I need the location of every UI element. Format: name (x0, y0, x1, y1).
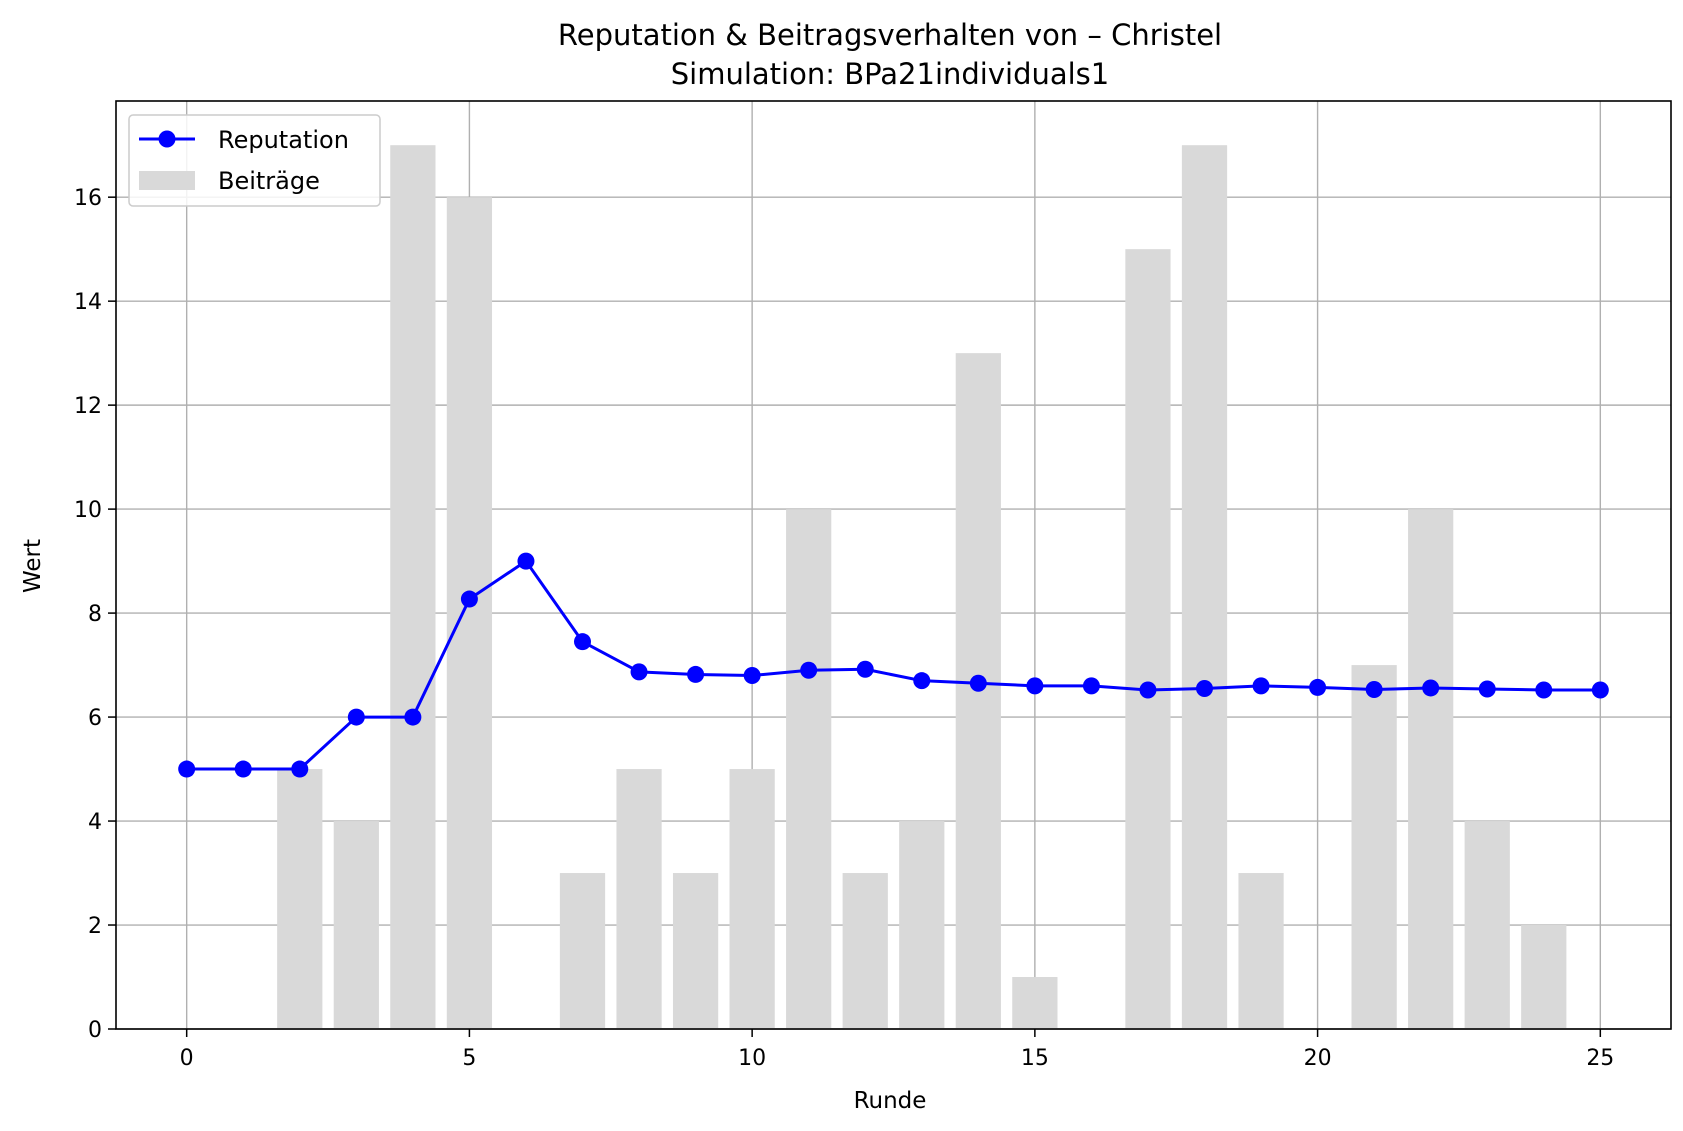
y-tick-label: 16 (74, 186, 102, 211)
reputation-point (1139, 681, 1157, 699)
reputation-point (460, 590, 478, 608)
reputation-point (1535, 681, 1553, 699)
bar-beitraege (446, 197, 493, 1030)
reputation-point (1309, 678, 1327, 696)
bar-beitraege (559, 873, 606, 1029)
bar-beitraege (786, 509, 832, 1029)
reputation-point (1082, 677, 1100, 695)
y-tick-label: 2 (88, 914, 102, 939)
reputation-point (1196, 679, 1213, 697)
reputation-point (630, 663, 648, 681)
legend-bar-swatch (139, 171, 195, 190)
reputation-point (743, 666, 761, 684)
reputation-point (234, 760, 252, 778)
reputation-point (517, 552, 535, 570)
y-tick-label: 14 (74, 290, 102, 315)
y-axis-label: Wert (20, 539, 46, 593)
chart-title: Reputation & Beitragsverhalten von – Chr… (558, 18, 1222, 52)
legend: Reputation Beiträge (128, 114, 381, 207)
bar-beitraege (1351, 665, 1397, 1029)
reputation-point (574, 633, 591, 651)
axis-ticks: 0 5 10 15 20 25 0 2 4 6 8 10 12 14 16 (74, 186, 1614, 1071)
bar-beitraege (390, 145, 436, 1029)
legend-label-reputation: Reputation (218, 126, 349, 154)
bar-beitraege (616, 769, 662, 1029)
x-tick-label: 15 (1021, 1046, 1049, 1071)
reputation-point (1365, 681, 1383, 699)
reputation-point (1026, 677, 1044, 695)
reputation-point (856, 660, 874, 678)
y-tick-label: 0 (88, 1018, 102, 1043)
reputation-point (800, 661, 818, 679)
chart-subtitle: Simulation: BPa21individuals1 (671, 57, 1110, 91)
plot-frame (115, 100, 1672, 1030)
bar-beitraege (842, 873, 888, 1029)
bar-series (277, 145, 1567, 1030)
x-tick-label: 10 (738, 1046, 766, 1071)
bar-beitraege (277, 769, 323, 1029)
bar-beitraege (899, 821, 945, 1029)
y-tick-label: 8 (88, 602, 102, 627)
x-tick-label: 20 (1304, 1046, 1332, 1071)
bar-beitraege (1012, 977, 1058, 1029)
x-tick-label: 0 (180, 1046, 194, 1071)
legend-label-beitraege: Beiträge (218, 167, 320, 195)
bar-beitraege (1521, 925, 1567, 1029)
bar-beitraege (1125, 249, 1171, 1029)
bar-beitraege (333, 821, 379, 1029)
y-tick-label: 12 (74, 394, 102, 419)
x-tick-label: 5 (462, 1046, 476, 1071)
line-series (178, 552, 1609, 778)
reputation-point (1422, 679, 1440, 697)
bar-beitraege (729, 769, 775, 1029)
reputation-point (687, 665, 705, 683)
reputation-point (1478, 680, 1496, 698)
bar-beitraege (672, 873, 719, 1029)
bar-beitraege (1181, 145, 1228, 1029)
reputation-point (1591, 681, 1609, 699)
y-tick-label: 6 (88, 706, 102, 731)
reputation-point (404, 708, 422, 726)
reputation-point (347, 708, 365, 726)
legend-marker-swatch (158, 130, 176, 148)
bar-beitraege (1238, 873, 1284, 1029)
reputation-point (913, 672, 931, 690)
y-tick-label: 4 (88, 810, 102, 835)
reputation-line (186, 559, 1601, 771)
x-tick-label: 25 (1586, 1046, 1614, 1071)
bar-beitraege (1408, 509, 1454, 1029)
reputation-point (969, 674, 987, 692)
reputation-point (178, 760, 196, 778)
reputation-point (1252, 677, 1270, 695)
x-axis-label: Runde (854, 1088, 927, 1114)
y-tick-label: 10 (74, 498, 102, 523)
bar-beitraege (1464, 821, 1510, 1029)
reputation-point (291, 760, 309, 778)
